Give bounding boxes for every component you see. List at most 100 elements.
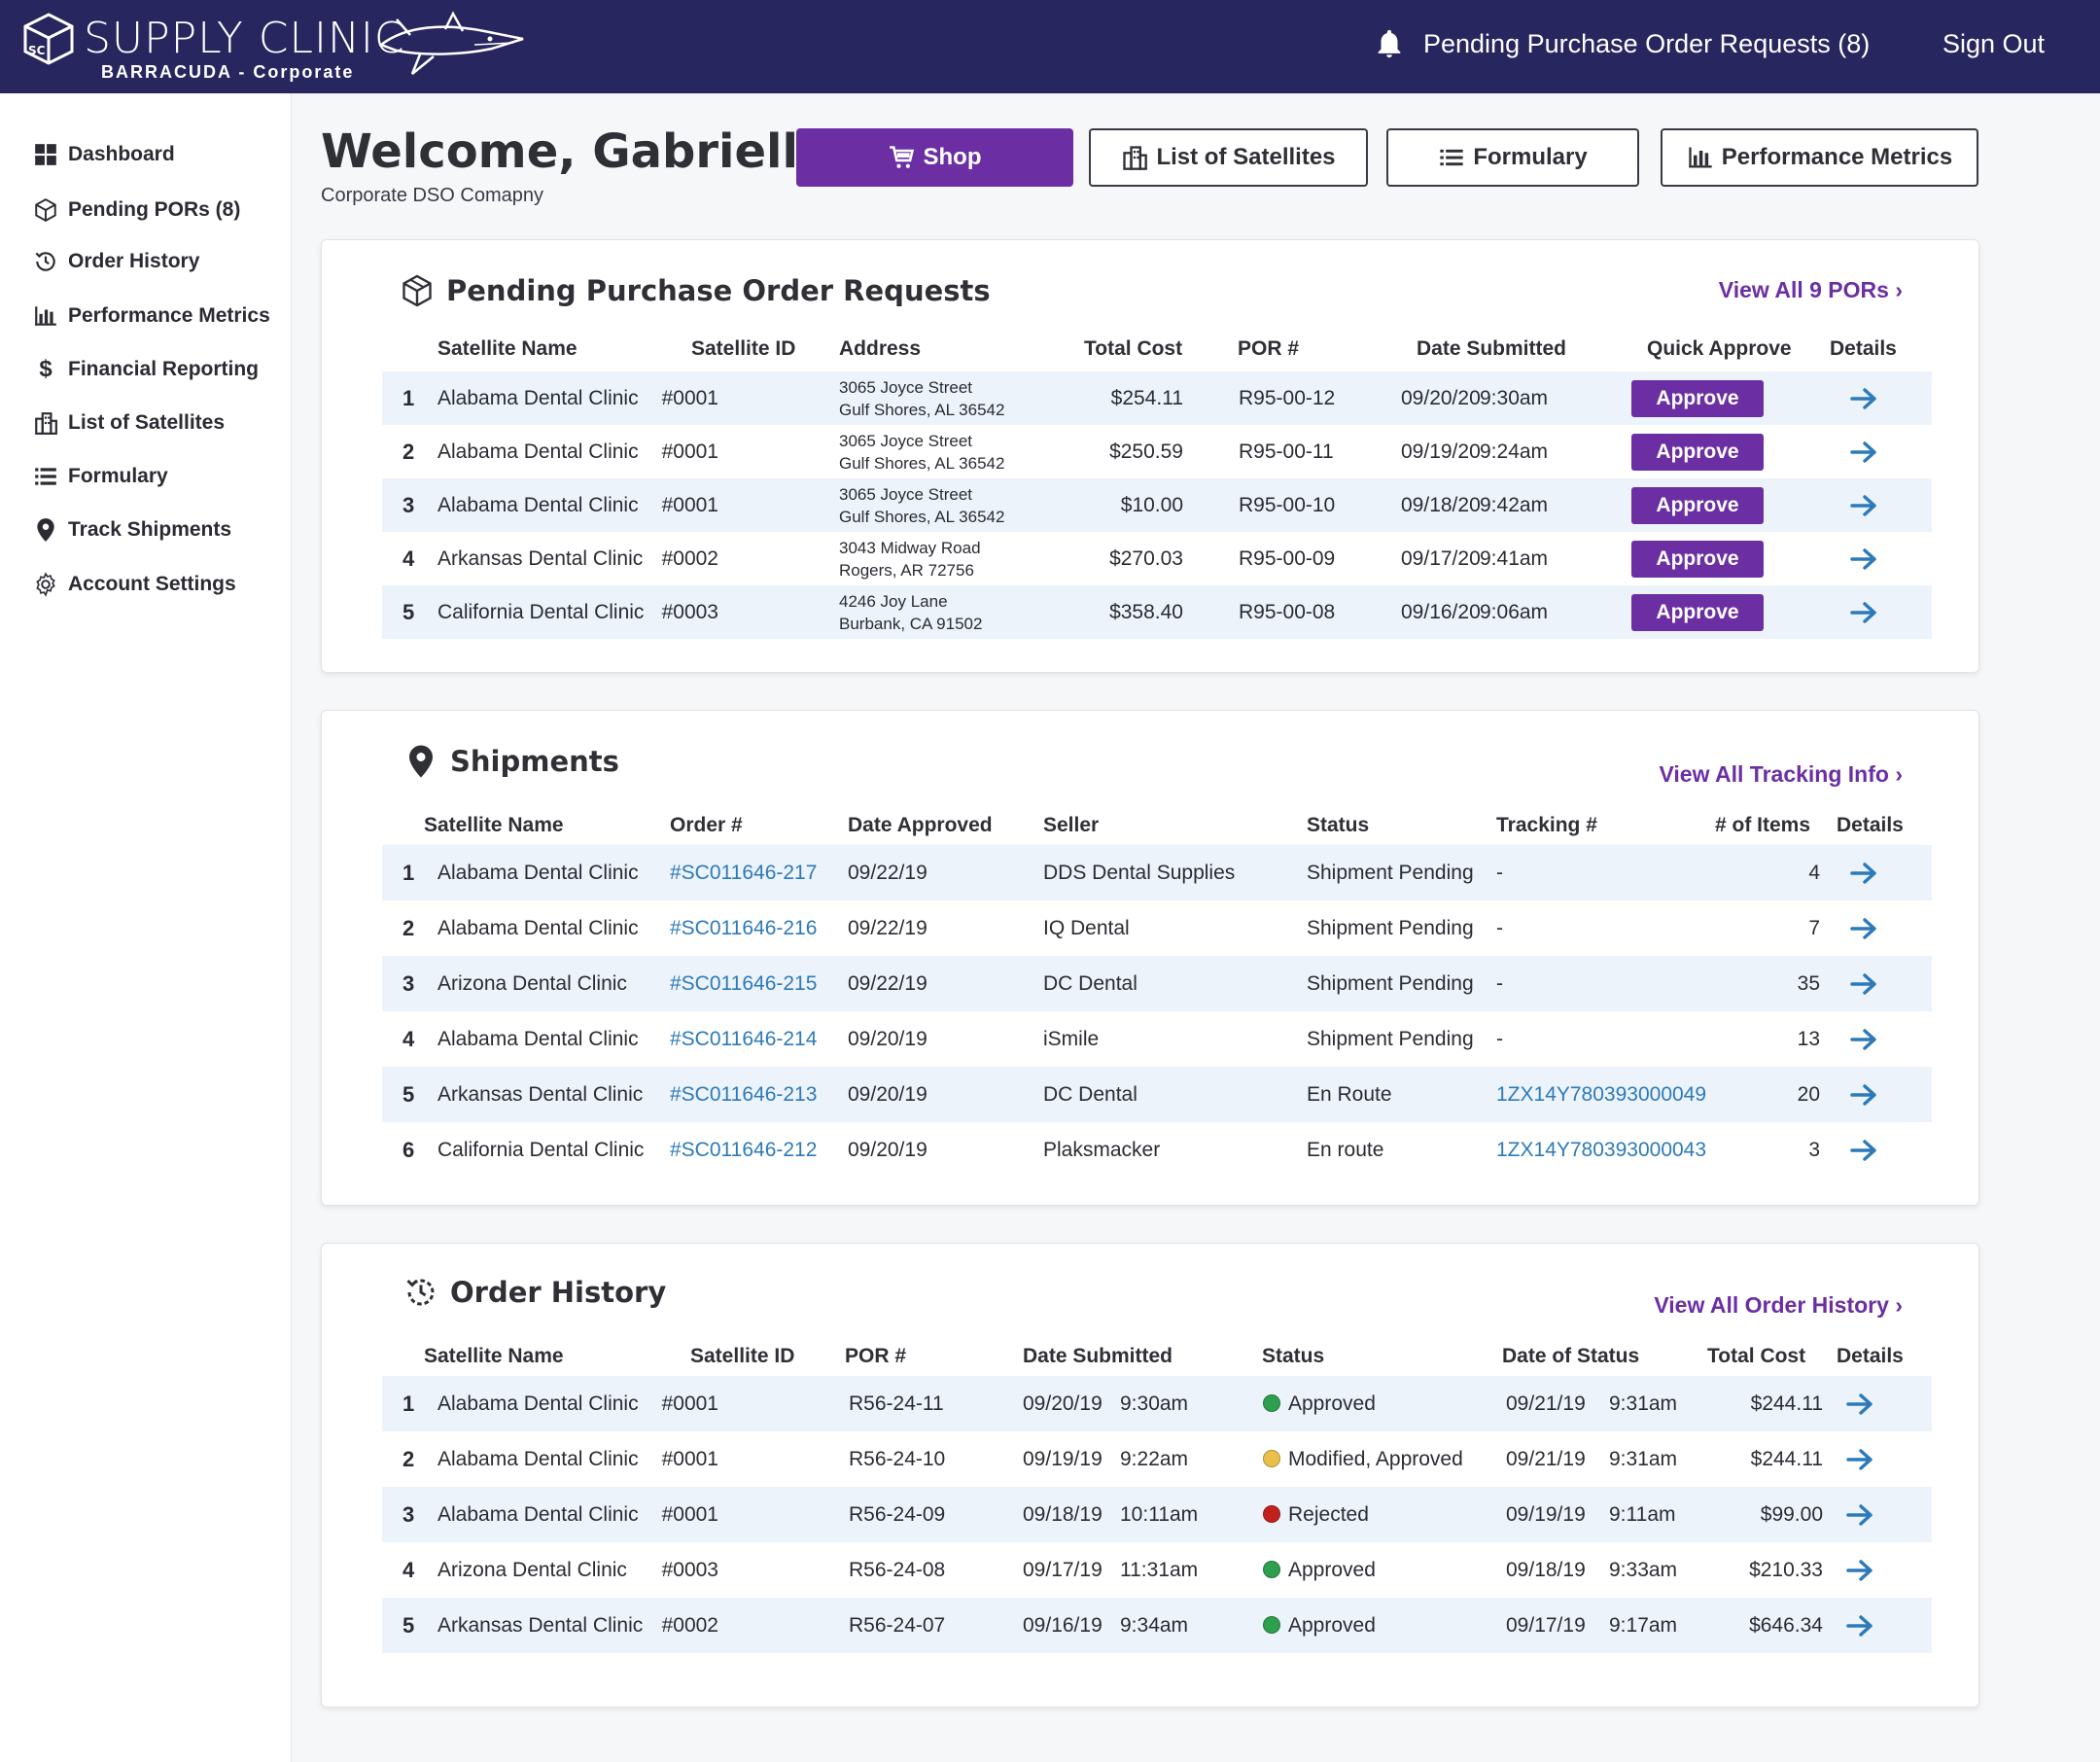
sidebar-item-performance-metrics[interactable]: Performance Metrics xyxy=(33,303,270,329)
details-arrow-icon[interactable] xyxy=(1846,1447,1875,1472)
date-approved: 09/20/19 xyxy=(848,1138,928,1161)
status: Modified, Approved xyxy=(1263,1448,1463,1471)
gear-icon xyxy=(36,572,55,597)
details-arrow-icon[interactable] xyxy=(1850,861,1879,886)
details-arrow-icon[interactable] xyxy=(1850,1082,1879,1108)
performance-metrics-button[interactable]: Performance Metrics xyxy=(1661,128,1978,187)
approve-button[interactable]: Approve xyxy=(1631,433,1764,471)
satellite-name: Alabama Dental Clinic xyxy=(438,1447,639,1470)
approve-button[interactable]: Approve xyxy=(1631,593,1764,631)
details-arrow-icon[interactable] xyxy=(1846,1613,1875,1639)
time-submitted: 10:11am xyxy=(1120,1502,1199,1526)
sign-out-link[interactable]: Sign Out xyxy=(1942,29,2046,58)
sidebar: Dashboard Pending PORs (8) Order History… xyxy=(0,93,292,1762)
tracking-number[interactable]: 1ZX14Y780393000043 xyxy=(1496,1138,1707,1161)
details-arrow-icon[interactable] xyxy=(1850,971,1879,997)
date-approved: 09/20/19 xyxy=(848,1027,928,1050)
row-number: 1 xyxy=(402,860,415,885)
details-arrow-icon[interactable] xyxy=(1846,1502,1875,1528)
notification-label: Pending Purchase Order Requests (8) xyxy=(1423,28,1871,58)
order-number-link[interactable]: #SC011646-216 xyxy=(670,916,818,939)
por-number: R95-00-12 xyxy=(1239,386,1336,409)
list-of-satellites-label: List of Satellites xyxy=(1156,144,1336,170)
status-date: 09/21/19 xyxy=(1506,1392,1586,1415)
order-number-link[interactable]: #SC011646-217 xyxy=(670,861,818,884)
row-number: 4 xyxy=(402,546,415,571)
formulary-button[interactable]: Formulary xyxy=(1386,128,1639,187)
view-all-label: View All 9 PORs xyxy=(1718,277,1889,302)
sidebar-item-financial-reporting[interactable]: $ Financial Reporting xyxy=(33,356,259,382)
view-all-order-history-link[interactable]: View All Order History › xyxy=(1654,1292,1903,1318)
sidebar-item-label: Track Shipments xyxy=(68,518,232,541)
column-header: Satellite Name xyxy=(424,814,564,836)
list-icon xyxy=(1440,149,1463,166)
brand-title: SUPPLY CLINIC xyxy=(84,14,405,63)
details-arrow-icon[interactable] xyxy=(1850,493,1879,518)
details-arrow-icon[interactable] xyxy=(1850,1138,1879,1163)
details-arrow-icon[interactable] xyxy=(1850,600,1879,625)
item-count: 35 xyxy=(1797,971,1820,995)
time-submitted: 9:41am xyxy=(1480,546,1549,570)
table-row: 3 Alabama Dental Clinic #0001 3065 Joyce… xyxy=(382,478,1932,532)
tracking-number: - xyxy=(1496,971,1503,995)
order-number-link[interactable]: #SC011646-215 xyxy=(670,971,818,995)
address-line-1: 3065 Joyce Street xyxy=(839,484,973,504)
date-submitted: 09/18/20 xyxy=(1401,493,1481,516)
sidebar-item-pending-pors[interactable]: Pending PORs (8) xyxy=(33,197,240,223)
order-history-card: Order History View All Order History › S… xyxy=(321,1243,1979,1708)
details-arrow-icon[interactable] xyxy=(1850,440,1879,465)
details-arrow-icon[interactable] xyxy=(1850,916,1879,941)
sidebar-item-order-history[interactable]: Order History xyxy=(33,249,199,274)
sidebar-item-list-of-satellites[interactable]: List of Satellites xyxy=(33,410,225,436)
view-all-label: View All Tracking Info xyxy=(1659,761,1889,787)
status-dot-icon xyxy=(1263,1449,1280,1467)
details-arrow-icon[interactable] xyxy=(1850,546,1879,572)
row-number: 5 xyxy=(402,1081,415,1107)
map-pin-icon xyxy=(37,518,54,542)
pending-por-notification[interactable]: Pending Purchase Order Requests (8) xyxy=(1373,27,1870,60)
satellite-name: Alabama Dental Clinic xyxy=(438,861,639,884)
order-number-link[interactable]: #SC011646-213 xyxy=(670,1082,818,1106)
sidebar-item-account-settings[interactable]: Account Settings xyxy=(33,572,236,597)
status-label: Approved xyxy=(1288,1392,1376,1415)
details-arrow-icon[interactable] xyxy=(1850,1027,1879,1052)
satellite-id: #0003 xyxy=(661,1558,718,1581)
order-number-link[interactable]: #SC011646-214 xyxy=(670,1027,818,1050)
dashboard-icon xyxy=(35,144,56,165)
row-number: 6 xyxy=(402,1137,415,1162)
view-all-tracking-link[interactable]: View All Tracking Info › xyxy=(1659,761,1903,787)
tracking-number[interactable]: 1ZX14Y780393000049 xyxy=(1496,1082,1707,1106)
address: 3065 Joyce Street Gulf Shores, AL 36542 xyxy=(839,430,1004,475)
list-of-satellites-button[interactable]: List of Satellites xyxy=(1089,128,1368,187)
order-number-link[interactable]: #SC011646-212 xyxy=(670,1138,818,1161)
details-arrow-icon[interactable] xyxy=(1846,1392,1875,1417)
sidebar-item-formulary[interactable]: Formulary xyxy=(33,464,168,489)
details-arrow-icon[interactable] xyxy=(1846,1558,1875,1583)
table-row: 5 Arkansas Dental Clinic #0002 R56-24-07… xyxy=(382,1598,1932,1653)
details-arrow-icon[interactable] xyxy=(1850,386,1879,411)
sidebar-item-track-shipments[interactable]: Track Shipments xyxy=(33,517,231,543)
status-date: 09/17/19 xyxy=(1506,1613,1586,1637)
history-icon xyxy=(35,252,55,271)
total-cost: $244.11 xyxy=(1750,1447,1823,1470)
barracuda-logo-icon xyxy=(378,11,524,75)
date-approved: 09/20/19 xyxy=(848,1082,928,1106)
box-icon xyxy=(402,274,432,307)
approve-button[interactable]: Approve xyxy=(1631,379,1764,417)
shop-button[interactable]: Shop xyxy=(796,128,1073,187)
box-icon xyxy=(35,198,56,222)
approve-button[interactable]: Approve xyxy=(1631,540,1764,578)
shipments-card: Shipments View All Tracking Info › Satel… xyxy=(321,710,1979,1206)
date-approved: 09/22/19 xyxy=(848,971,928,995)
status: Approved xyxy=(1263,1392,1376,1416)
sidebar-item-dashboard[interactable]: Dashboard xyxy=(33,142,175,167)
time-submitted: 9:24am xyxy=(1480,440,1549,463)
approve-button[interactable]: Approve xyxy=(1631,486,1764,524)
view-all-pors-link[interactable]: View All 9 PORs › xyxy=(1718,277,1903,302)
por-number: R95-00-09 xyxy=(1239,546,1336,570)
table-row: 3 Arizona Dental Clinic #SC011646-215 09… xyxy=(382,956,1932,1011)
row-number: 4 xyxy=(402,1557,415,1582)
building-icon xyxy=(35,412,57,435)
view-all-label: View All Order History xyxy=(1654,1292,1889,1318)
address-line-2: Rogers, AR 72756 xyxy=(839,560,974,580)
